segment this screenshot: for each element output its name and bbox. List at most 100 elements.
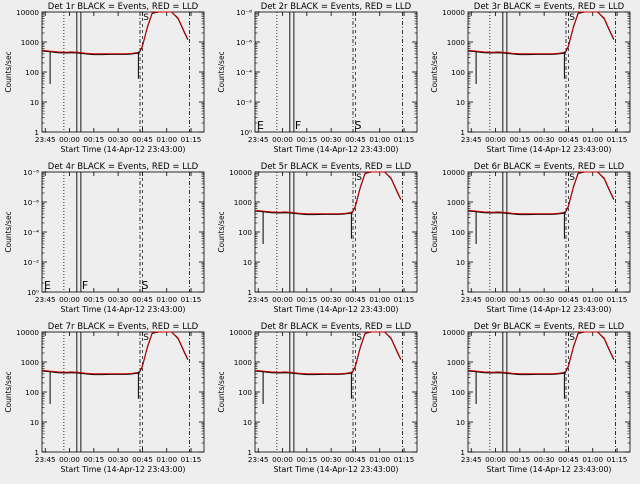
y-axis-label: Counts/sec [430,51,439,92]
x-tick-label: 00:30 [321,295,342,304]
x-tick-label: 23:45 [248,135,269,144]
x-tick-label: 00:45 [132,135,153,144]
y-axis-label: Counts/sec [217,51,226,92]
panel-title: Det 9r BLACK = Events, RED = LLD [474,322,625,332]
x-tick-label: 00:30 [108,135,129,144]
y-tick-label: 1000 [21,358,40,367]
x-tick-label: 01:15 [394,455,415,464]
x-tick-label: 01:00 [369,135,390,144]
y-tick-label: 100 [238,228,252,237]
x-axis-label: Start Time (14-Apr-12 23:43:00) [61,465,186,474]
panel-title: Det 8r BLACK = Events, RED = LLD [261,322,412,332]
y-tick-label: 10000 [229,168,252,177]
saa-marker: S [141,279,148,292]
x-tick-label: 00:45 [345,295,366,304]
x-tick-label: 00:45 [132,455,153,464]
plot-frame [41,171,205,293]
x-tick-label: 00:15 [83,295,104,304]
y-axis-label: Counts/sec [4,371,13,412]
x-tick-label: 01:15 [607,295,628,304]
y-axis-label: Counts/sec [430,211,439,252]
y-axis-label: Counts/sec [217,371,226,412]
y-tick-label: 10 [30,418,40,427]
y-tick-label: 10000 [229,328,252,337]
x-axis-label: Start Time (14-Apr-12 23:43:00) [487,465,612,474]
y-tick-label: 1 [460,448,465,457]
panel-title: Det 2r BLACK = Events, RED = LLD [261,2,412,12]
y-tick-label: 100 [451,68,465,77]
y-axis-label: Counts/sec [430,371,439,412]
y-axis-label: Counts/sec [4,51,13,92]
y-tick-label: 10000 [442,328,465,337]
x-tick-label: 00:00 [485,295,506,304]
eclipse-marker: E [257,119,264,132]
x-tick-label: 00:45 [345,455,366,464]
x-axis-label: Start Time (14-Apr-12 23:43:00) [274,305,399,314]
saa-marker: S [356,173,362,183]
y-tick-label: 10⁻⁸ [23,168,39,177]
plot-frame [254,11,418,133]
x-tick-label: 01:00 [582,135,603,144]
saa-marker: S [354,119,361,132]
x-axis-label: Start Time (14-Apr-12 23:43:00) [61,305,186,314]
x-tick-label: 01:00 [156,295,177,304]
plot-frame [254,331,418,453]
y-tick-label: 10 [30,98,40,107]
saa-marker: S [143,13,149,23]
lld-series-line [254,171,402,215]
x-tick-label: 00:00 [59,295,80,304]
flare-marker: F [82,279,88,292]
x-tick-label: 01:00 [156,135,177,144]
y-tick-label: 100 [25,68,39,77]
x-axis-label: Start Time (14-Apr-12 23:43:00) [274,145,399,154]
x-tick-label: 00:30 [534,135,555,144]
x-tick-label: 23:45 [461,295,482,304]
lld-series-line [41,331,189,375]
saa-marker: S [569,333,575,343]
x-tick-label: 23:45 [35,295,56,304]
y-tick-label: 1 [460,128,465,137]
plot-frame [467,171,631,293]
x-tick-label: 01:15 [181,455,202,464]
x-tick-label: 00:15 [296,455,317,464]
y-tick-label: 10000 [442,8,465,17]
x-tick-label: 01:15 [394,295,415,304]
y-tick-label: 10000 [442,168,465,177]
y-tick-label: 10000 [16,328,39,337]
lld-series-line [467,171,615,215]
x-tick-label: 00:30 [534,455,555,464]
y-tick-label: 100 [451,388,465,397]
lld-series-line [254,331,402,375]
y-tick-label: 100 [238,388,252,397]
x-tick-label: 01:00 [369,455,390,464]
saa-marker: S [569,13,575,23]
x-tick-label: 23:45 [461,135,482,144]
x-tick-label: 01:00 [582,455,603,464]
x-tick-label: 23:45 [248,455,269,464]
x-tick-label: 01:15 [181,135,202,144]
saa-marker: S [569,173,575,183]
y-tick-label: 10⁻⁴ [23,228,39,237]
x-axis-label: Start Time (14-Apr-12 23:43:00) [487,305,612,314]
x-tick-label: 00:00 [272,455,293,464]
saa-marker: S [356,333,362,343]
panel-title: Det 3r BLACK = Events, RED = LLD [474,2,625,12]
lld-series-line [41,11,189,55]
x-tick-label: 00:15 [509,295,530,304]
x-tick-label: 00:45 [558,455,579,464]
saa-marker: S [143,333,149,343]
x-tick-label: 00:15 [509,135,530,144]
plot-frame [254,171,418,293]
y-tick-label: 10⁻⁴ [236,68,252,77]
x-axis-label: Start Time (14-Apr-12 23:43:00) [61,145,186,154]
x-tick-label: 00:15 [83,455,104,464]
y-axis-label: Counts/sec [217,211,226,252]
plot-frame [467,331,631,453]
